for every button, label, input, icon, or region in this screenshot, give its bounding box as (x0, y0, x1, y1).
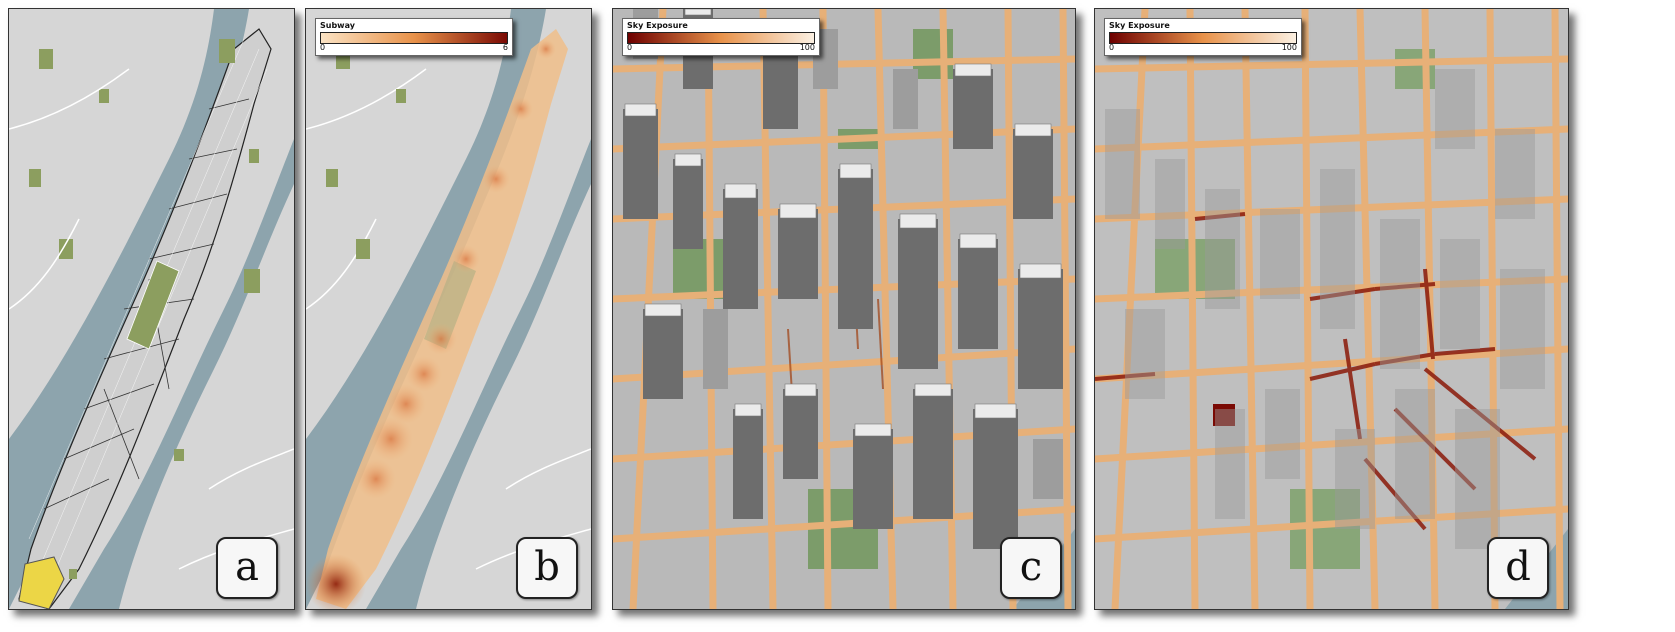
map-legend-c: Sky Exposure 0 100 (622, 18, 820, 56)
street-sky-exposure (1095, 9, 1568, 609)
3d-city-view-translucent (1095, 9, 1568, 609)
panel-label-a: a (216, 537, 278, 599)
low-sky-exposure-segments (1095, 212, 1537, 531)
central-park (126, 260, 180, 350)
legend-color-ramp (627, 32, 815, 44)
lower-manhattan-highlight (18, 556, 65, 609)
legend-max: 100 (1281, 43, 1297, 52)
map-panel-d[interactable]: Sky Exposure 0 100 d (1094, 8, 1569, 610)
subway-heatmap (306, 9, 591, 609)
panel-label-b: b (516, 537, 578, 599)
translucent-buildings (1105, 69, 1545, 549)
legend-max: 100 (799, 43, 815, 52)
legend-title: Subway (320, 21, 355, 30)
map-legend-b: Subway 0 6 (315, 18, 513, 56)
panel-label-d: d (1487, 537, 1549, 599)
manhattan-base-map (9, 9, 294, 609)
legend-title: Sky Exposure (627, 21, 688, 30)
legend-title: Sky Exposure (1109, 21, 1170, 30)
map-legend-d: Sky Exposure 0 100 (1104, 18, 1302, 56)
panel-label-c: c (1000, 537, 1062, 599)
map-panel-b[interactable]: Subway 0 6 b (305, 8, 592, 610)
legend-color-ramp (1109, 32, 1297, 44)
lowest-exposure-block (1213, 404, 1235, 426)
map-panel-a[interactable]: a (8, 8, 295, 610)
legend-min: 0 (627, 43, 633, 52)
legend-max: 6 (502, 43, 508, 52)
map-panel-c[interactable]: Sky Exposure 0 100 c (612, 8, 1076, 610)
legend-min: 0 (1109, 43, 1115, 52)
legend-color-ramp (320, 32, 508, 44)
3d-city-view-buildings (613, 9, 1075, 609)
subway-hotspots (306, 39, 556, 609)
legend-min: 0 (320, 43, 326, 52)
